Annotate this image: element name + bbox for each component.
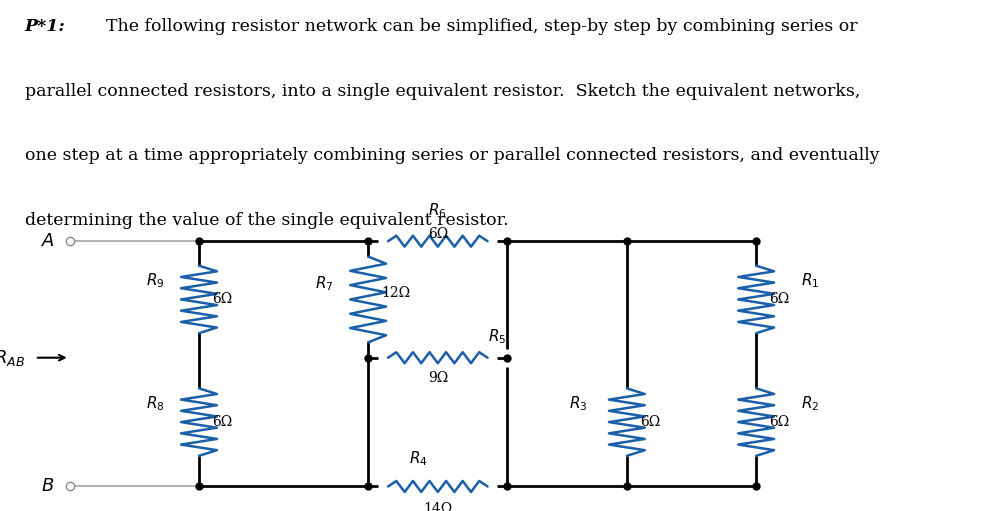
Text: $R_9$: $R_9$ — [145, 272, 164, 290]
Text: $R_8$: $R_8$ — [145, 394, 164, 413]
Text: $A$: $A$ — [41, 232, 55, 250]
Text: 14Ω: 14Ω — [422, 502, 452, 511]
Text: $R_1$: $R_1$ — [800, 272, 818, 290]
Text: 6Ω: 6Ω — [639, 415, 659, 429]
Text: $R_5$: $R_5$ — [488, 327, 506, 345]
Text: $R_3$: $R_3$ — [568, 394, 586, 413]
Text: $R_6$: $R_6$ — [428, 201, 446, 220]
Text: 6Ω: 6Ω — [768, 415, 788, 429]
Text: $B$: $B$ — [42, 477, 55, 496]
Text: ---: --- — [118, 213, 130, 226]
Text: The following resistor network can be simplified, step-by step by combining seri: The following resistor network can be si… — [94, 18, 856, 35]
Text: 6Ω: 6Ω — [212, 415, 232, 429]
Text: parallel connected resistors, into a single equivalent resistor.  Sketch the equ: parallel connected resistors, into a sin… — [25, 83, 860, 100]
Text: $R_7$: $R_7$ — [314, 275, 333, 293]
Text: 12Ω: 12Ω — [381, 286, 410, 300]
Text: $R_2$: $R_2$ — [800, 394, 818, 413]
Text: determining the value of the single equivalent resistor.: determining the value of the single equi… — [25, 212, 508, 228]
Text: one step at a time appropriately combining series or parallel connected resistor: one step at a time appropriately combini… — [25, 147, 879, 164]
Text: 9Ω: 9Ω — [427, 370, 447, 385]
Text: 6Ω: 6Ω — [212, 292, 232, 307]
Text: 6Ω: 6Ω — [768, 292, 788, 307]
Text: 6Ω: 6Ω — [427, 226, 447, 241]
Text: P*1:: P*1: — [25, 18, 66, 35]
Text: $R_{AB}$: $R_{AB}$ — [0, 347, 25, 368]
Text: $R_4$: $R_4$ — [409, 450, 426, 468]
